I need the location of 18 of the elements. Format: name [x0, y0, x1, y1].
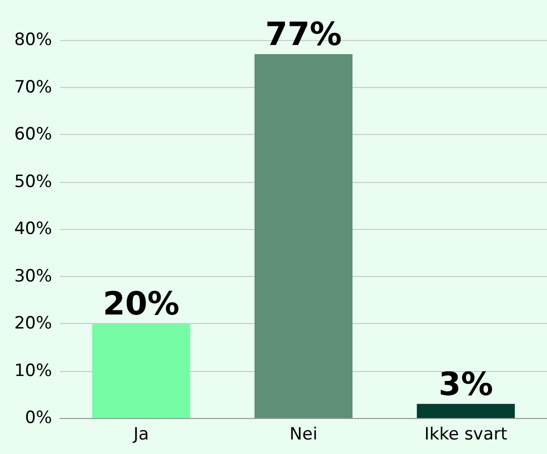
y-tick-label: 70%	[14, 77, 52, 98]
data-label: 3%	[438, 364, 493, 403]
y-tick-label: 60%	[14, 124, 52, 144]
y-tick-label: 10%	[14, 360, 52, 381]
bar	[92, 324, 190, 418]
data-label: 77%	[265, 15, 342, 54]
y-tick-label: 20%	[14, 314, 52, 334]
y-tick-label: 50%	[14, 172, 52, 192]
x-tick-label: Nei	[290, 424, 318, 444]
y-tick-label: 80%	[14, 30, 52, 50]
y-tick-label: 30%	[14, 266, 52, 286]
y-tick-label: 0%	[25, 408, 52, 428]
data-label: 20%	[102, 284, 180, 322]
x-tick-label: Ja	[132, 424, 149, 444]
x-tick-label: Ikke svart	[424, 424, 508, 444]
bar	[416, 404, 515, 418]
y-tick-label: 40%	[14, 219, 52, 239]
bar	[254, 54, 352, 418]
